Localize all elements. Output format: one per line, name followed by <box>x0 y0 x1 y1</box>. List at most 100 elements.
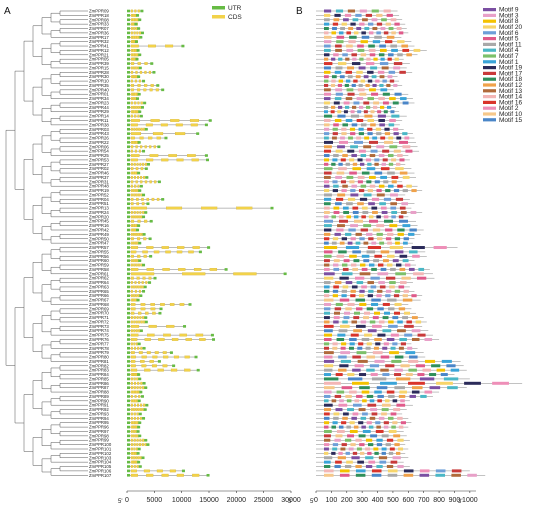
cds-block <box>136 197 139 201</box>
motif-block <box>386 465 394 469</box>
motif-block <box>345 232 352 236</box>
legend-label: Motif 9 <box>499 7 519 14</box>
cds-block <box>132 232 135 236</box>
motif-block <box>364 114 373 118</box>
motif-block <box>397 53 403 57</box>
cds-block <box>133 408 136 411</box>
motif-block <box>394 373 402 377</box>
motif-block <box>324 281 331 285</box>
motif-block <box>324 429 332 433</box>
motif-block <box>350 237 356 241</box>
motif-block <box>371 9 379 13</box>
motif-block <box>366 57 371 61</box>
cds-block <box>135 145 138 149</box>
motif-block <box>360 79 365 83</box>
motif-block <box>333 184 339 188</box>
motif-block <box>374 451 379 455</box>
legend-swatch <box>483 19 496 23</box>
motif-block <box>335 460 342 464</box>
motif-block <box>398 31 404 35</box>
motif-block <box>347 149 355 153</box>
gene-label: ZmPPR100 <box>89 442 112 447</box>
motif-block <box>333 123 339 127</box>
utr-block <box>138 53 142 57</box>
motif-block <box>352 167 361 171</box>
motif-block <box>399 206 406 210</box>
utr-block <box>138 66 142 70</box>
cds-block <box>130 451 133 455</box>
motif-block <box>346 48 354 52</box>
cds-block <box>145 123 153 127</box>
motif-block <box>331 75 337 79</box>
motif-block <box>363 193 372 197</box>
motif-block <box>408 232 415 236</box>
motif-block <box>340 447 346 451</box>
utr-block <box>127 342 130 346</box>
motif-block <box>374 390 382 394</box>
motif-block <box>324 219 333 223</box>
motif-block <box>420 394 427 398</box>
motif-block <box>371 298 381 302</box>
motif-block <box>404 333 413 337</box>
utr-block <box>136 228 140 232</box>
motif-block <box>338 355 347 359</box>
motif-block <box>324 175 331 179</box>
structure-axis-tick-label: 25000 <box>254 497 274 504</box>
utr-block <box>138 465 142 468</box>
cds-block <box>133 211 136 214</box>
cds-block <box>140 307 146 311</box>
cds-block <box>135 263 138 267</box>
motif-block <box>379 123 385 127</box>
motif-block <box>422 368 431 372</box>
cds-block <box>142 316 145 319</box>
gene-label: ZmPPR81 <box>89 359 109 364</box>
motif-block <box>336 171 345 175</box>
utr-block <box>127 241 130 245</box>
motif-block <box>358 421 364 425</box>
motif-block <box>405 351 416 355</box>
motif-block <box>324 132 330 136</box>
motif-block <box>352 250 361 254</box>
utr-block <box>270 206 274 210</box>
gene-label: ZmPPR06 <box>89 144 109 149</box>
utr-block <box>137 342 141 346</box>
motif-block <box>349 171 357 175</box>
motif-block <box>362 412 368 416</box>
motif-block <box>340 158 346 162</box>
cds-block <box>135 193 138 197</box>
gene-label: ZmPPR65 <box>89 289 109 294</box>
motif-block <box>359 92 367 96</box>
cds-block <box>130 342 133 346</box>
motif-block <box>324 215 329 219</box>
motif-block <box>383 421 389 425</box>
motif-block <box>350 224 358 228</box>
structure-axis-tick-label: 30000 <box>281 497 301 504</box>
motif-block <box>379 202 386 206</box>
motif-block <box>385 443 391 447</box>
motif-block <box>393 132 399 136</box>
motif-block <box>400 97 407 101</box>
motif-block <box>324 35 332 39</box>
utr-block <box>148 281 152 284</box>
motif-block <box>332 132 338 136</box>
cds-block <box>146 197 150 201</box>
motif-block <box>369 53 376 57</box>
cds-block <box>133 193 136 197</box>
cds-block <box>135 53 138 57</box>
motif-block <box>350 145 358 149</box>
motif-block <box>360 184 367 188</box>
cds-block <box>130 469 137 473</box>
motif-block <box>324 377 339 381</box>
gene-label: ZmPPR89 <box>89 394 109 399</box>
utr-block <box>127 149 130 153</box>
cds-block <box>149 145 152 149</box>
motif-block <box>333 53 339 57</box>
cds-block <box>135 105 138 109</box>
motif-block <box>405 263 411 267</box>
motif-block <box>367 79 373 83</box>
cds-block <box>135 18 138 22</box>
utr-block <box>194 355 198 359</box>
cds-block <box>185 338 192 341</box>
utr-block <box>127 298 130 302</box>
motif-block <box>324 31 329 35</box>
